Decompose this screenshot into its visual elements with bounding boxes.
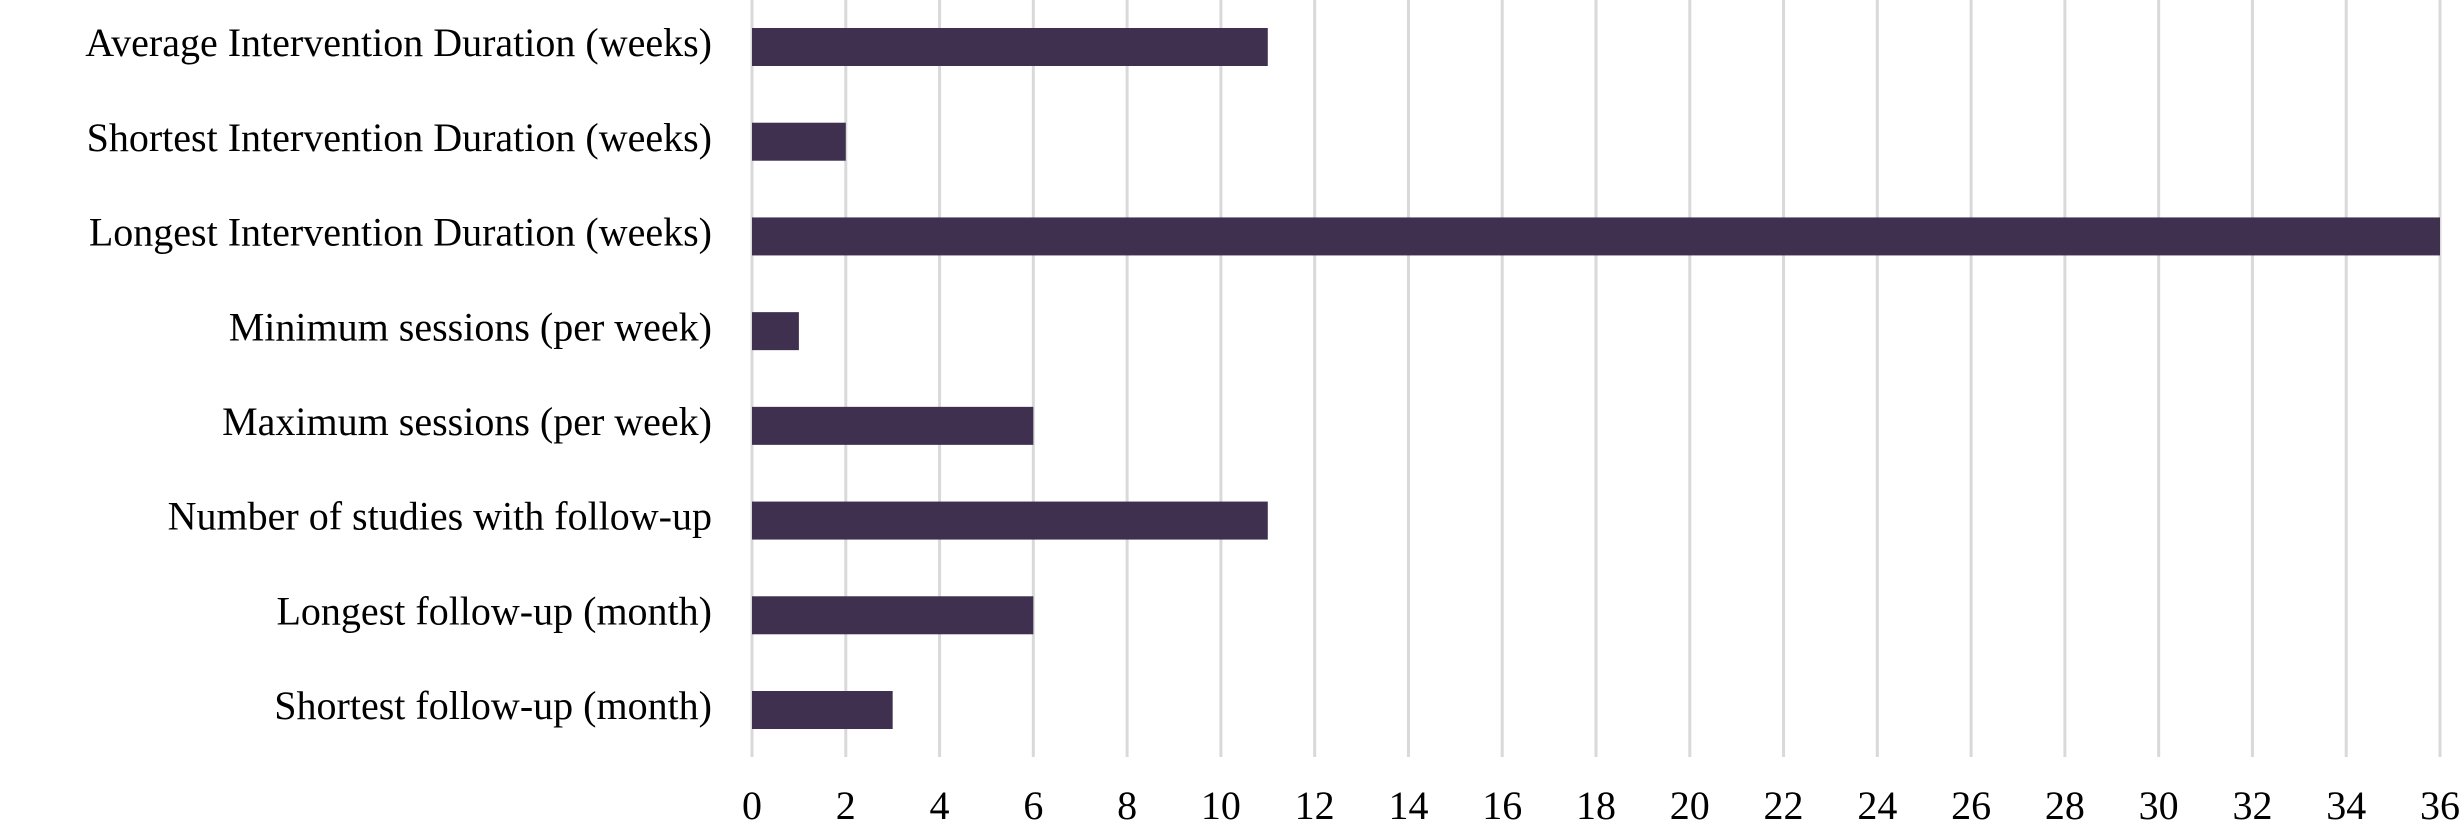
- bar: [752, 596, 1034, 635]
- x-tick-label: 20: [1670, 783, 1710, 825]
- x-tick-label: 12: [1295, 783, 1335, 825]
- bar: [752, 691, 893, 729]
- x-tick-label: 24: [1857, 783, 1897, 825]
- y-tick-label: Longest Intervention Duration (weeks): [89, 210, 712, 255]
- x-tick-label: 18: [1576, 783, 1616, 825]
- x-tick-label: 8: [1117, 783, 1137, 825]
- x-tick-label: 22: [1764, 783, 1804, 825]
- x-tick-label: 30: [2139, 783, 2179, 825]
- y-tick-label: Maximum sessions (per week): [222, 399, 712, 444]
- y-tick-label: Minimum sessions (per week): [229, 304, 712, 349]
- x-tick-label: 0: [742, 783, 762, 825]
- y-tick-label: Average Intervention Duration (weeks): [85, 20, 712, 65]
- x-tick-label: 16: [1482, 783, 1522, 825]
- y-tick-label: Longest follow-up (month): [277, 588, 713, 633]
- x-tick-label: 34: [2326, 783, 2366, 825]
- x-tick-label: 32: [2232, 783, 2272, 825]
- bar: [752, 122, 846, 161]
- x-tick-label: 26: [1951, 783, 1991, 825]
- x-tick-label: 10: [1201, 783, 1241, 825]
- bar: [752, 406, 1034, 445]
- y-tick-label: Shortest follow-up (month): [274, 683, 712, 728]
- x-tick-label: 36: [2420, 783, 2460, 825]
- y-tick-label: Number of studies with follow-up: [168, 494, 712, 539]
- x-tick-label: 28: [2045, 783, 2085, 825]
- bar: [752, 501, 1268, 540]
- x-tick-label: 14: [1388, 783, 1428, 825]
- y-tick-label: Shortest Intervention Duration (weeks): [87, 115, 712, 160]
- bar: [752, 217, 2440, 256]
- x-tick-label: 2: [836, 783, 856, 825]
- x-tick-label: 4: [930, 783, 950, 825]
- x-tick-label: 6: [1023, 783, 1043, 825]
- bar: [752, 28, 1268, 66]
- bar: [752, 312, 799, 351]
